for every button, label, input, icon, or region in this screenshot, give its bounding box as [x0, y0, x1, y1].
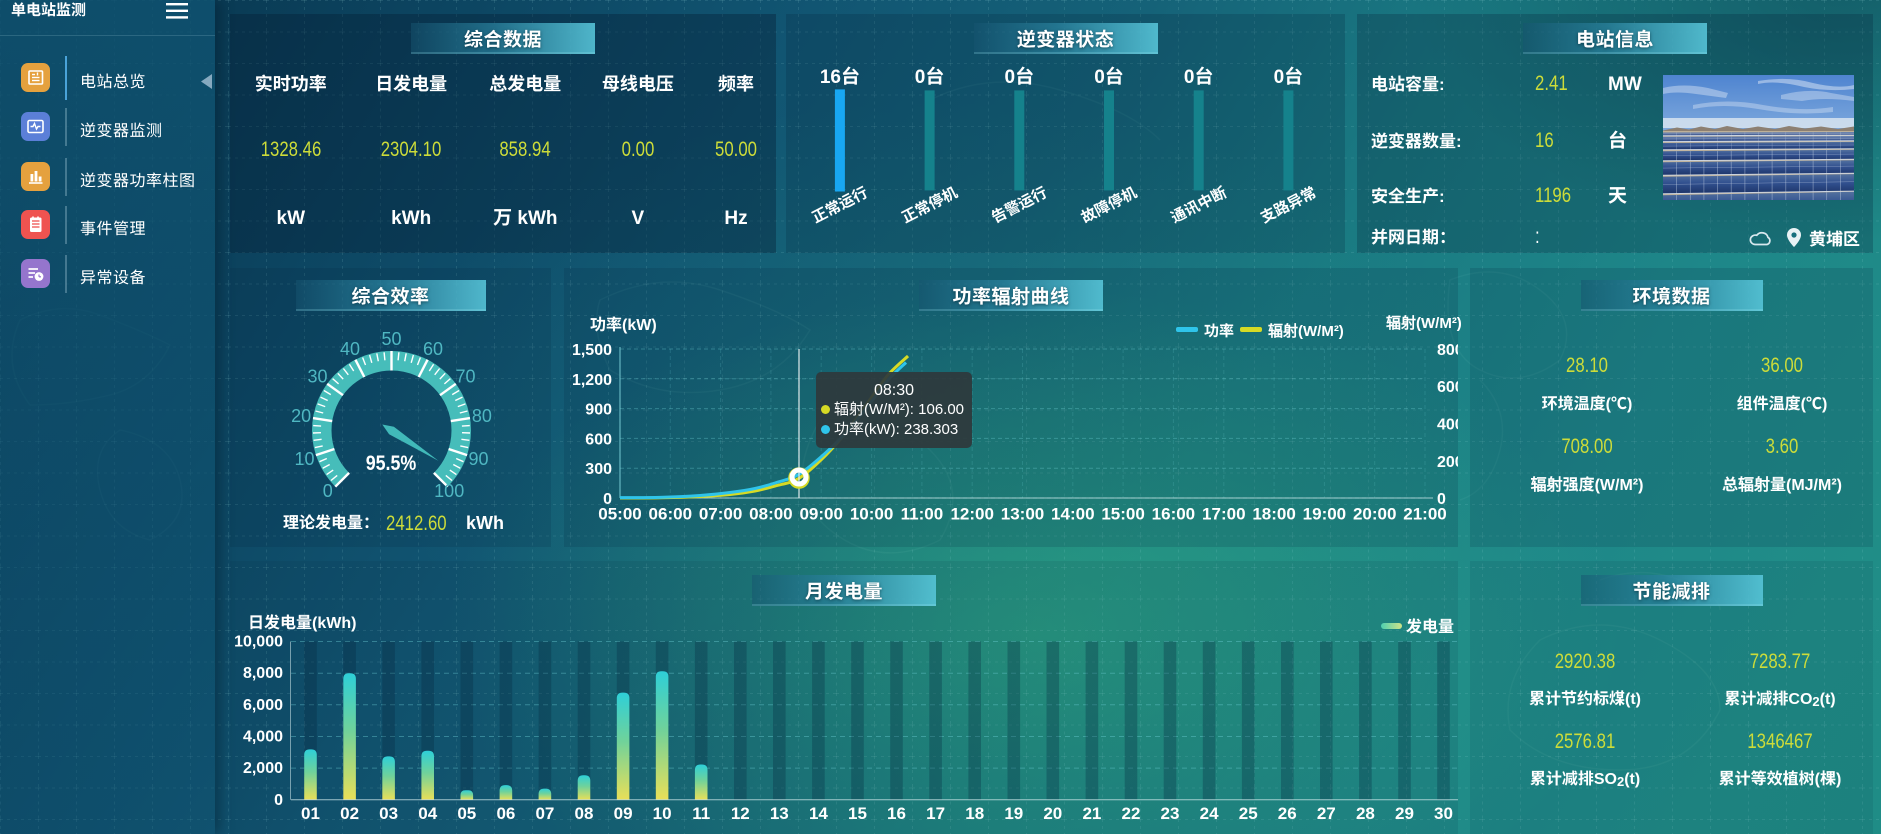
svg-text:1,200: 1,200 [572, 372, 612, 389]
svg-text:19: 19 [1004, 804, 1023, 823]
svg-text:15:00: 15:00 [1101, 505, 1144, 524]
svg-text:24: 24 [1200, 804, 1219, 823]
svg-text:27: 27 [1317, 804, 1336, 823]
svg-text:26: 26 [1278, 804, 1297, 823]
svg-text:14:00: 14:00 [1051, 505, 1094, 524]
svg-text:18:00: 18:00 [1252, 505, 1295, 524]
svg-text:23: 23 [1161, 804, 1180, 823]
svg-text:70: 70 [455, 367, 475, 387]
svg-text:25: 25 [1239, 804, 1258, 823]
svg-text:11: 11 [692, 804, 710, 823]
svg-text:20: 20 [1043, 804, 1062, 823]
svg-text:0台: 0台 [1094, 62, 1124, 89]
svg-text:600: 600 [585, 431, 612, 448]
svg-text:28: 28 [1356, 804, 1375, 823]
svg-text:200: 200 [1437, 454, 1458, 471]
svg-text:18: 18 [965, 804, 984, 823]
svg-text:13:00: 13:00 [1001, 505, 1044, 524]
svg-text:900: 900 [585, 402, 612, 419]
svg-text:10: 10 [294, 449, 314, 469]
svg-text:09:00: 09:00 [799, 505, 842, 524]
svg-text:20: 20 [291, 406, 311, 426]
svg-text:15: 15 [848, 804, 867, 823]
svg-text:300: 300 [585, 461, 612, 478]
svg-text:08:00: 08:00 [749, 505, 792, 524]
svg-text:1,500: 1,500 [572, 342, 612, 359]
svg-text:03: 03 [379, 804, 398, 823]
svg-text:17:00: 17:00 [1202, 505, 1245, 524]
svg-text:0台: 0台 [1274, 62, 1304, 89]
svg-text:8,000: 8,000 [243, 665, 283, 682]
svg-text:06: 06 [496, 804, 515, 823]
svg-text:100: 100 [434, 481, 464, 501]
svg-text:19:00: 19:00 [1303, 505, 1346, 524]
svg-text:10,000: 10,000 [234, 634, 283, 651]
svg-text:60: 60 [423, 339, 443, 359]
svg-text:16:00: 16:00 [1152, 505, 1195, 524]
svg-text:13: 13 [770, 804, 789, 823]
svg-text:21:00: 21:00 [1403, 505, 1446, 524]
svg-text:12:00: 12:00 [950, 505, 993, 524]
svg-text:17: 17 [926, 804, 945, 823]
svg-text:6,000: 6,000 [243, 697, 283, 714]
svg-text:50: 50 [381, 329, 401, 349]
svg-text:29: 29 [1395, 804, 1414, 823]
svg-text:90: 90 [468, 449, 488, 469]
svg-text:800: 800 [1437, 342, 1458, 359]
svg-text:0: 0 [1437, 491, 1446, 508]
svg-text:0: 0 [603, 491, 612, 508]
svg-text:10: 10 [653, 804, 672, 823]
svg-text:21: 21 [1082, 804, 1101, 823]
svg-text:05: 05 [457, 804, 476, 823]
svg-text:02: 02 [340, 804, 359, 823]
svg-text:0台: 0台 [1184, 62, 1214, 89]
svg-text:11:00: 11:00 [901, 505, 944, 524]
svg-text:12: 12 [731, 804, 750, 823]
svg-text:30: 30 [1434, 804, 1453, 823]
svg-text:0: 0 [323, 481, 333, 501]
svg-text:10:00: 10:00 [850, 505, 893, 524]
svg-text:06:00: 06:00 [649, 505, 692, 524]
svg-text:07:00: 07:00 [699, 505, 742, 524]
svg-text:20:00: 20:00 [1353, 505, 1396, 524]
svg-text:40: 40 [340, 339, 360, 359]
svg-text:16台: 16台 [820, 62, 860, 89]
svg-text:0: 0 [274, 792, 283, 809]
svg-text:14: 14 [809, 804, 828, 823]
svg-text:0台: 0台 [915, 62, 945, 89]
svg-text:07: 07 [535, 804, 554, 823]
svg-text:30: 30 [307, 367, 327, 387]
svg-text:0台: 0台 [1005, 62, 1035, 89]
svg-text:01: 01 [301, 804, 320, 823]
svg-text:4,000: 4,000 [243, 729, 283, 746]
svg-text:05:00: 05:00 [598, 505, 641, 524]
svg-text:09: 09 [614, 804, 633, 823]
svg-text:400: 400 [1437, 417, 1458, 434]
svg-text:600: 600 [1437, 379, 1458, 396]
svg-text:2,000: 2,000 [243, 760, 283, 777]
svg-text:08: 08 [575, 804, 594, 823]
svg-text:16: 16 [887, 804, 906, 823]
svg-text:80: 80 [472, 406, 492, 426]
svg-text:04: 04 [418, 804, 437, 823]
svg-text:22: 22 [1122, 804, 1141, 823]
